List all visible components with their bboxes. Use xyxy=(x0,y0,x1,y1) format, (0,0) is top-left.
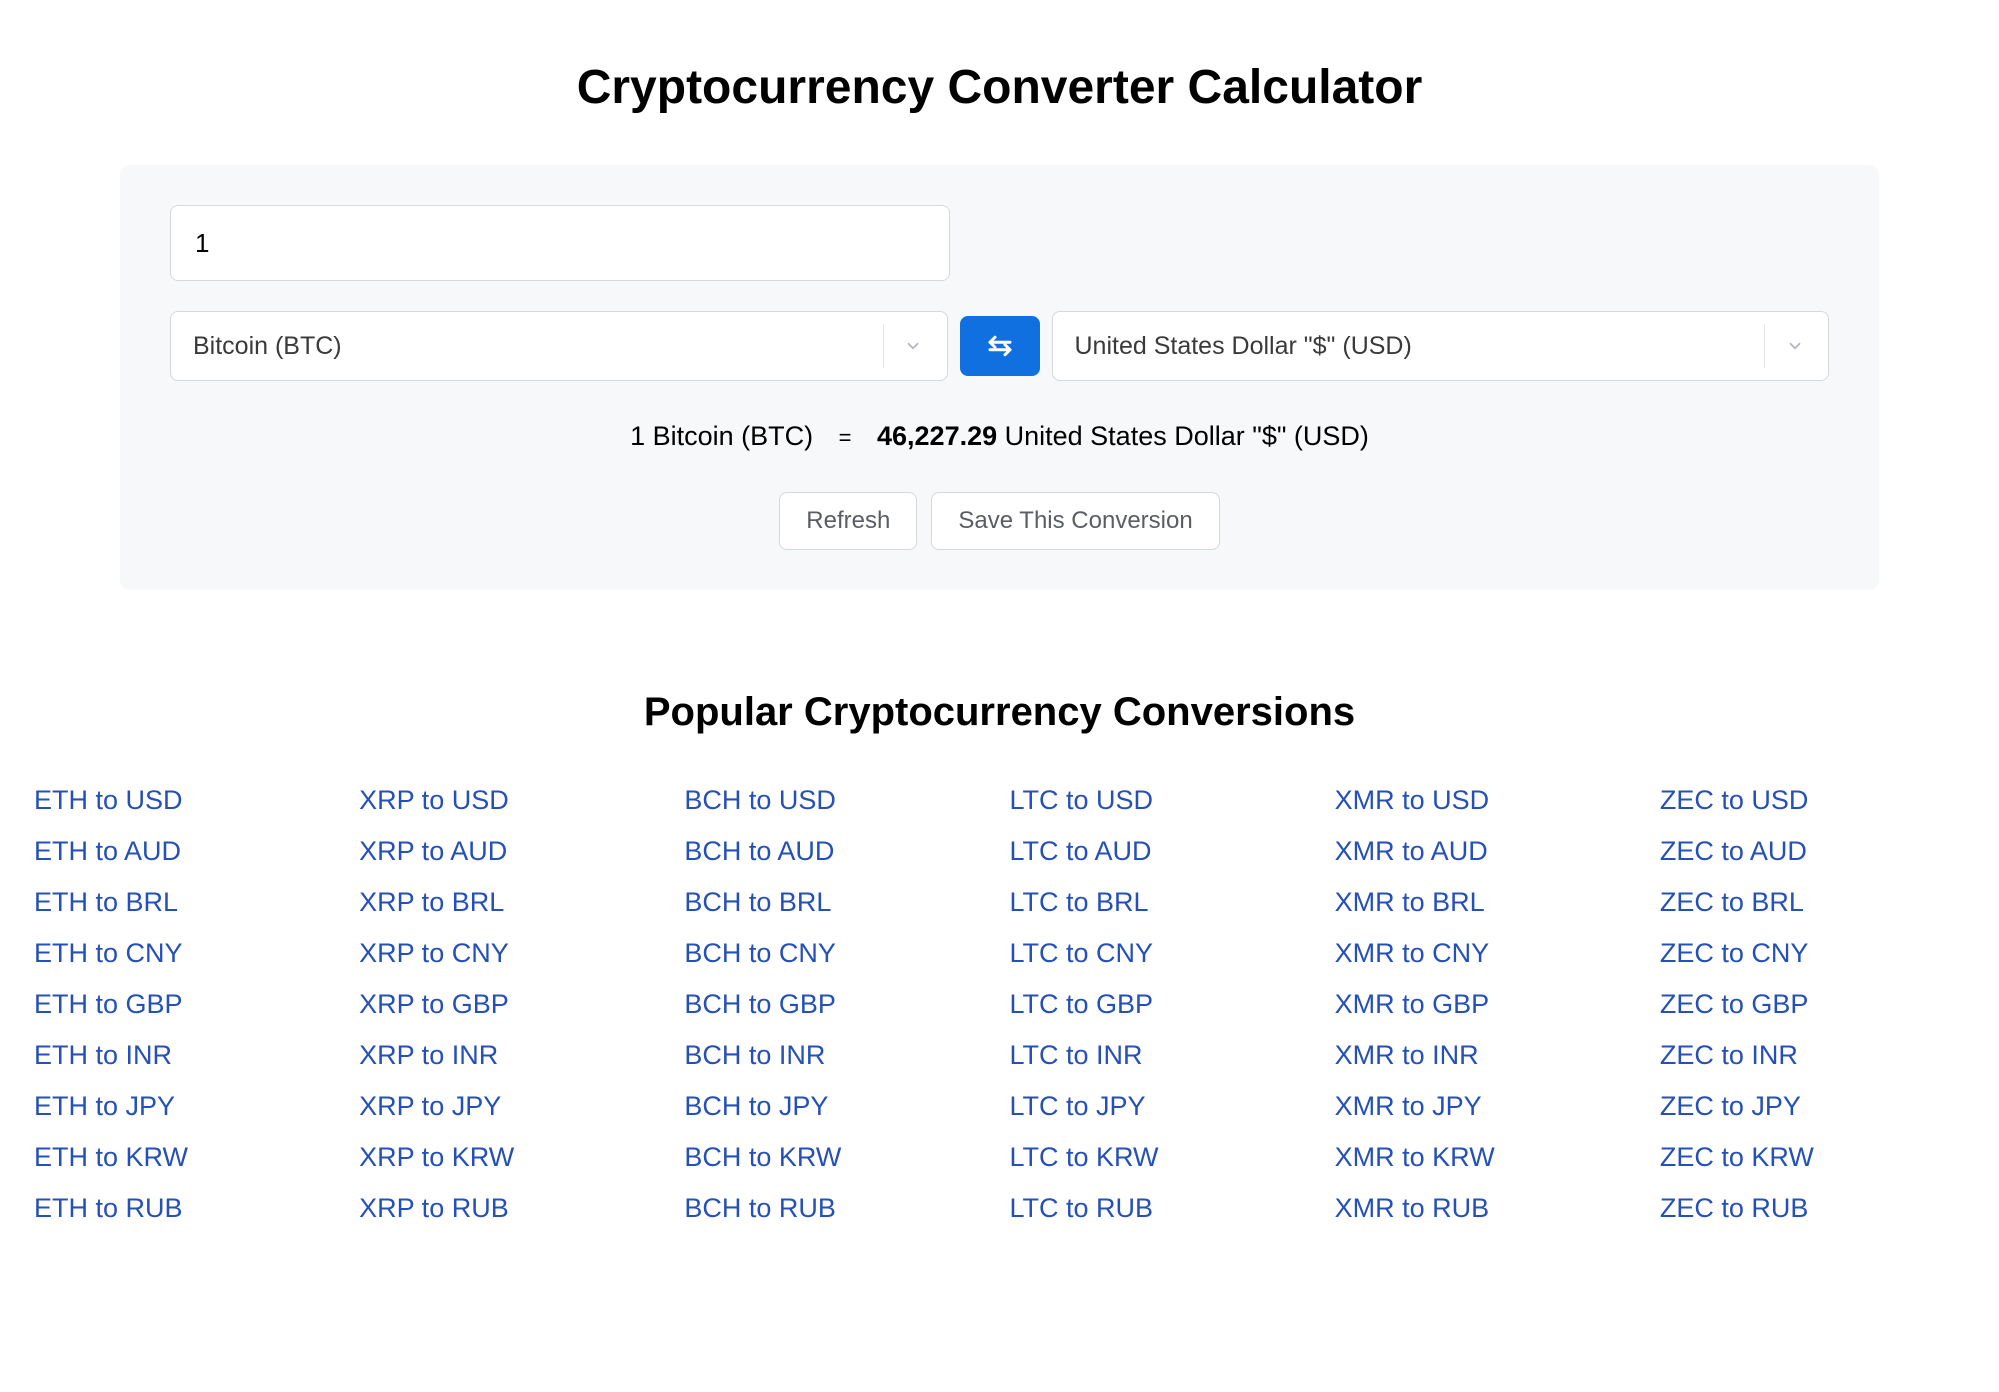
conversion-link[interactable]: BCH to CNY xyxy=(684,938,989,969)
conversion-link[interactable]: XMR to USD xyxy=(1335,785,1640,816)
conversion-link[interactable]: LTC to JPY xyxy=(1009,1091,1314,1122)
conversion-link[interactable]: BCH to KRW xyxy=(684,1142,989,1173)
conversion-link[interactable]: LTC to INR xyxy=(1009,1040,1314,1071)
conversion-link[interactable]: LTC to USD xyxy=(1009,785,1314,816)
from-currency-value: Bitcoin (BTC) xyxy=(193,332,883,361)
conversion-link[interactable]: ZEC to USD xyxy=(1660,785,1965,816)
conversion-link[interactable]: BCH to BRL xyxy=(684,887,989,918)
conversion-link[interactable]: XRP to AUD xyxy=(359,836,664,867)
conversion-link[interactable]: XMR to RUB xyxy=(1335,1193,1640,1224)
conversion-link[interactable]: ZEC to INR xyxy=(1660,1040,1965,1071)
conversion-link[interactable]: XRP to CNY xyxy=(359,938,664,969)
popular-column: XMR to USD XMR to AUD XMR to BRL XMR to CNY… xyxy=(1335,785,1640,1224)
conversion-link[interactable]: ZEC to GBP xyxy=(1660,989,1965,1020)
from-currency-select[interactable]: Bitcoin (BTC) xyxy=(170,311,948,381)
from-currency-chevron-wrap xyxy=(883,324,943,368)
conversion-link[interactable]: XRP to BRL xyxy=(359,887,664,918)
conversion-link[interactable]: ETH to GBP xyxy=(34,989,339,1020)
conversion-result: 1 Bitcoin (BTC) = 46,227.29 United State… xyxy=(170,421,1829,452)
conversion-link[interactable]: XMR to GBP xyxy=(1335,989,1640,1020)
equals-sign: = xyxy=(821,425,870,450)
result-rate: 46,227.29 xyxy=(877,421,997,451)
conversion-link[interactable]: ETH to RUB xyxy=(34,1193,339,1224)
conversion-link[interactable]: XMR to AUD xyxy=(1335,836,1640,867)
save-conversion-button[interactable]: Save This Conversion xyxy=(931,492,1219,550)
to-currency-select[interactable]: United States Dollar "$" (USD) xyxy=(1052,311,1830,381)
conversion-link[interactable]: ZEC to KRW xyxy=(1660,1142,1965,1173)
to-currency-value: United States Dollar "$" (USD) xyxy=(1075,332,1765,361)
conversion-link[interactable]: ETH to JPY xyxy=(34,1091,339,1122)
conversion-link[interactable]: XRP to KRW xyxy=(359,1142,664,1173)
conversion-link[interactable]: ETH to USD xyxy=(34,785,339,816)
page-title: Cryptocurrency Converter Calculator xyxy=(30,60,1969,115)
conversion-link[interactable]: BCH to USD xyxy=(684,785,989,816)
amount-input[interactable] xyxy=(170,205,950,281)
conversion-link[interactable]: ZEC to AUD xyxy=(1660,836,1965,867)
popular-column: BCH to USD BCH to AUD BCH to BRL BCH to CNY… xyxy=(684,785,989,1224)
popular-column: LTC to USD LTC to AUD LTC to BRL LTC to CNY… xyxy=(1009,785,1314,1224)
popular-column: ETH to USD ETH to AUD ETH to BRL ETH to CNY… xyxy=(34,785,339,1224)
chevron-down-icon xyxy=(904,337,922,355)
result-left: 1 Bitcoin (BTC) xyxy=(630,421,813,451)
conversion-link[interactable]: LTC to CNY xyxy=(1009,938,1314,969)
to-currency-chevron-wrap xyxy=(1764,324,1824,368)
conversion-link[interactable]: XMR to BRL xyxy=(1335,887,1640,918)
chevron-down-icon xyxy=(1786,337,1804,355)
conversion-link[interactable]: ZEC to BRL xyxy=(1660,887,1965,918)
conversion-link[interactable]: BCH to INR xyxy=(684,1040,989,1071)
conversion-link[interactable]: ZEC to CNY xyxy=(1660,938,1965,969)
result-right-unit: United States Dollar "$" (USD) xyxy=(997,421,1369,451)
popular-conversions-title: Popular Cryptocurrency Conversions xyxy=(30,690,1969,735)
swap-button[interactable] xyxy=(960,316,1040,376)
conversion-link[interactable]: LTC to RUB xyxy=(1009,1193,1314,1224)
popular-conversions-grid: ETH to USD ETH to AUD ETH to BRL ETH to CNY… xyxy=(30,785,1969,1224)
conversion-link[interactable]: XRP to RUB xyxy=(359,1193,664,1224)
conversion-link[interactable]: LTC to BRL xyxy=(1009,887,1314,918)
conversion-link[interactable]: XMR to KRW xyxy=(1335,1142,1640,1173)
refresh-button[interactable]: Refresh xyxy=(779,492,917,550)
conversion-link[interactable]: ZEC to RUB xyxy=(1660,1193,1965,1224)
conversion-link[interactable]: BCH to RUB xyxy=(684,1193,989,1224)
converter-card: Bitcoin (BTC) United States Dollar "$" (… xyxy=(120,165,1879,590)
conversion-link[interactable]: ETH to INR xyxy=(34,1040,339,1071)
popular-column: ZEC to USD ZEC to AUD ZEC to BRL ZEC to CNY… xyxy=(1660,785,1965,1224)
conversion-link[interactable]: XRP to USD xyxy=(359,785,664,816)
conversion-link[interactable]: ETH to CNY xyxy=(34,938,339,969)
conversion-link[interactable]: BCH to AUD xyxy=(684,836,989,867)
conversion-link[interactable]: LTC to KRW xyxy=(1009,1142,1314,1173)
swap-icon xyxy=(985,331,1015,361)
conversion-link[interactable]: ETH to AUD xyxy=(34,836,339,867)
conversion-link[interactable]: ETH to BRL xyxy=(34,887,339,918)
conversion-link[interactable]: XRP to JPY xyxy=(359,1091,664,1122)
conversion-link[interactable]: XMR to JPY xyxy=(1335,1091,1640,1122)
conversion-link[interactable]: BCH to GBP xyxy=(684,989,989,1020)
conversion-link[interactable]: BCH to JPY xyxy=(684,1091,989,1122)
conversion-link[interactable]: LTC to AUD xyxy=(1009,836,1314,867)
conversion-link[interactable]: LTC to GBP xyxy=(1009,989,1314,1020)
popular-column: XRP to USD XRP to AUD XRP to BRL XRP to CNY… xyxy=(359,785,664,1224)
conversion-link[interactable]: XMR to INR xyxy=(1335,1040,1640,1071)
conversion-link[interactable]: ETH to KRW xyxy=(34,1142,339,1173)
conversion-link[interactable]: XMR to CNY xyxy=(1335,938,1640,969)
conversion-link[interactable]: XRP to INR xyxy=(359,1040,664,1071)
conversion-link[interactable]: XRP to GBP xyxy=(359,989,664,1020)
conversion-link[interactable]: ZEC to JPY xyxy=(1660,1091,1965,1122)
